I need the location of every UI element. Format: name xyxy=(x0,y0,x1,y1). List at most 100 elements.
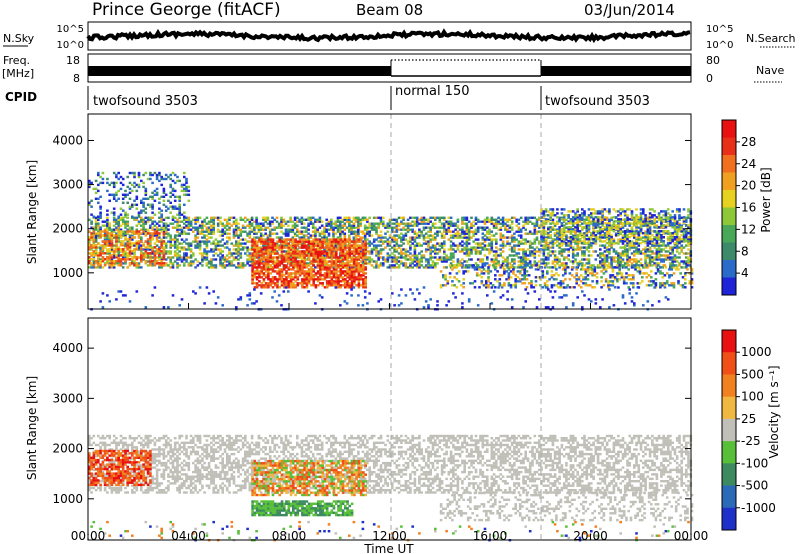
heatmap-cell xyxy=(183,264,186,267)
heatmap-cell xyxy=(341,218,344,221)
heatmap-cell xyxy=(216,248,220,251)
heatmap-cell xyxy=(542,260,546,263)
heatmap-cell xyxy=(205,254,209,257)
heatmap-cell xyxy=(180,246,184,249)
heatmap-cell xyxy=(235,240,238,243)
heatmap-cell xyxy=(630,262,634,265)
heatmap-cell xyxy=(452,234,455,237)
heatmap-cell xyxy=(198,244,202,247)
heatmap-cell xyxy=(244,246,247,249)
heatmap-cell xyxy=(578,234,582,237)
heatmap-cell xyxy=(158,216,161,219)
heatmap-cell xyxy=(260,238,263,241)
heatmap-cell xyxy=(346,246,349,249)
heatmap-cell xyxy=(357,244,361,247)
heatmap-cell xyxy=(260,258,263,261)
heatmap-cell xyxy=(106,240,109,243)
heatmap-cell xyxy=(474,252,478,255)
heatmap-cell xyxy=(397,228,401,231)
heatmap-cell xyxy=(187,228,191,231)
heatmap-cell xyxy=(474,242,478,245)
heatmap-cell xyxy=(167,256,170,259)
heatmap-cell xyxy=(160,226,163,229)
heatmap-cell xyxy=(207,260,211,263)
heatmap-cell xyxy=(325,238,328,241)
heatmap-cell xyxy=(630,266,634,269)
heatmap-cell xyxy=(332,276,336,279)
heatmap-cell xyxy=(176,256,179,259)
heatmap-cell xyxy=(298,260,302,263)
heatmap-cell xyxy=(601,240,604,243)
heatmap-cell xyxy=(427,266,430,269)
heatmap-cell xyxy=(277,256,281,259)
heatmap-cell xyxy=(284,228,288,231)
heatmap-cell xyxy=(395,230,399,233)
heatmap-cell xyxy=(630,246,634,249)
heatmap-cell xyxy=(513,250,516,253)
heatmap-cell xyxy=(128,236,132,239)
heatmap-cell xyxy=(185,216,188,219)
heatmap-cell xyxy=(388,244,392,247)
heatmap-cell xyxy=(510,254,514,257)
heatmap-cell xyxy=(339,244,343,247)
heatmap-cell xyxy=(388,222,392,225)
heatmap-cell xyxy=(307,224,310,227)
heatmap-cell xyxy=(228,216,231,219)
heatmap-cell xyxy=(418,258,421,261)
heatmap-cell xyxy=(402,218,405,221)
heatmap-cell xyxy=(346,262,349,265)
heatmap-cell xyxy=(321,238,324,241)
heatmap-cell xyxy=(194,266,197,269)
heatmap-cell xyxy=(289,256,292,259)
heatmap-cell xyxy=(327,234,331,237)
heatmap-cell xyxy=(276,262,279,265)
heatmap-cell xyxy=(476,238,480,241)
heatmap-cell xyxy=(230,260,234,263)
heatmap-cell xyxy=(528,242,532,245)
heatmap-cell xyxy=(126,220,129,223)
heatmap-cell xyxy=(124,260,127,263)
heatmap-cell xyxy=(495,252,498,255)
heatmap-cell xyxy=(287,266,291,269)
heatmap-cell xyxy=(300,226,304,229)
heatmap-cell xyxy=(357,220,360,223)
heatmap-cell xyxy=(486,218,489,221)
heatmap-cell xyxy=(583,246,586,249)
heatmap-cell xyxy=(146,248,150,251)
heatmap-cell xyxy=(519,264,523,267)
heatmap-cell xyxy=(350,258,354,261)
heatmap-cell xyxy=(251,258,254,261)
heatmap-cell xyxy=(341,276,345,279)
heatmap-cell xyxy=(533,250,537,253)
heatmap-cell xyxy=(495,254,498,257)
heatmap-cell xyxy=(117,240,120,243)
heatmap-cell xyxy=(447,226,451,229)
heatmap-cell xyxy=(346,282,349,285)
heatmap-cell xyxy=(253,244,257,247)
heatmap-cell xyxy=(565,230,568,233)
heatmap-cell xyxy=(115,240,118,243)
heatmap-cell xyxy=(678,218,681,221)
heatmap-cell xyxy=(287,248,291,251)
heatmap-cell xyxy=(237,240,240,243)
heatmap-cell xyxy=(655,232,659,235)
heatmap-cell xyxy=(316,250,320,253)
heatmap-cell xyxy=(434,246,437,249)
heatmap-cell xyxy=(115,260,118,263)
heatmap-cell xyxy=(99,248,102,251)
heatmap-cell xyxy=(294,270,297,273)
heatmap-cell xyxy=(225,228,229,231)
heatmap-cell xyxy=(325,264,329,267)
heatmap-cell xyxy=(268,222,272,225)
heatmap-cell xyxy=(465,244,469,247)
heatmap-cell xyxy=(310,250,313,253)
heatmap-cell xyxy=(325,224,328,227)
heatmap-cell xyxy=(375,254,378,257)
heatmap-cell xyxy=(112,218,116,221)
heatmap-cell xyxy=(427,242,430,245)
heatmap-cell xyxy=(133,252,136,255)
heatmap-cell xyxy=(235,226,238,229)
heatmap-cell xyxy=(99,230,102,233)
heatmap-cell xyxy=(619,260,622,263)
heatmap-cell xyxy=(280,218,283,221)
